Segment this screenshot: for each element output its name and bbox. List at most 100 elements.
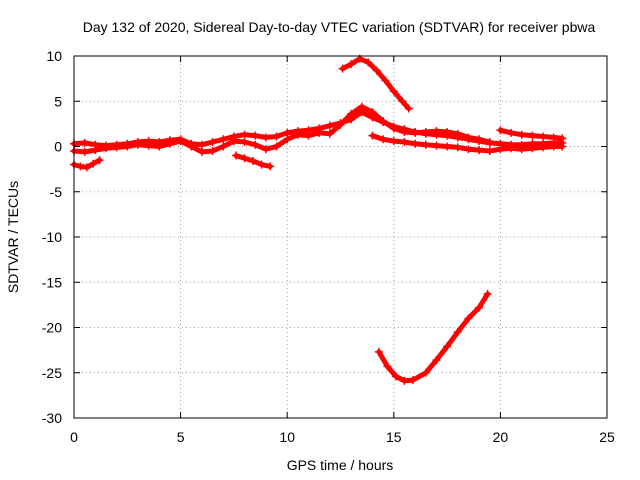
data-point	[283, 135, 292, 144]
data-point	[389, 87, 398, 96]
data-point	[421, 140, 430, 149]
data-point	[496, 126, 505, 135]
data-point	[368, 108, 377, 117]
data-series-layer	[70, 54, 567, 385]
x-tick-label: 0	[70, 429, 78, 445]
data-point	[197, 140, 206, 149]
data-point	[272, 142, 281, 151]
data-point	[240, 154, 249, 163]
data-point	[400, 137, 409, 146]
data-point	[101, 144, 110, 153]
data-point	[464, 314, 473, 323]
series-arc-5	[70, 156, 104, 172]
data-point	[528, 131, 537, 140]
data-point	[338, 64, 347, 73]
data-point	[89, 159, 98, 168]
series-arc-3	[338, 54, 413, 113]
data-point	[485, 147, 494, 156]
data-point	[266, 162, 275, 171]
y-tick-label: -10	[42, 229, 62, 245]
data-point	[155, 142, 164, 151]
data-point	[421, 128, 430, 137]
data-point	[272, 132, 281, 141]
y-tick-label: 10	[46, 48, 62, 64]
data-point	[304, 131, 313, 140]
data-point	[208, 147, 217, 156]
data-point	[357, 102, 366, 111]
data-point	[404, 104, 413, 113]
data-point	[389, 124, 398, 133]
data-point	[411, 128, 420, 137]
data-point	[432, 141, 441, 150]
data-point	[475, 303, 484, 312]
data-point	[232, 151, 241, 160]
x-tick-label: 10	[279, 429, 295, 445]
data-point	[507, 144, 516, 153]
x-tick-label: 5	[177, 429, 185, 445]
data-point	[249, 156, 258, 165]
data-point	[558, 142, 567, 151]
data-point	[443, 142, 452, 151]
data-point	[336, 120, 345, 129]
data-point	[257, 160, 266, 169]
y-tick-label: -30	[42, 410, 62, 426]
data-point	[549, 133, 558, 142]
data-point	[453, 143, 462, 152]
x-tick-label: 20	[493, 429, 509, 445]
x-tick-label: 25	[599, 429, 615, 445]
data-point	[208, 137, 217, 146]
data-point	[133, 140, 142, 149]
data-point	[240, 130, 249, 139]
data-point	[293, 130, 302, 139]
data-point	[421, 368, 430, 377]
data-point	[80, 138, 89, 147]
data-point	[517, 145, 526, 154]
series-arc-4	[374, 290, 492, 385]
data-point	[400, 128, 409, 137]
data-point	[391, 372, 400, 381]
data-point	[197, 147, 206, 156]
data-point	[123, 142, 132, 151]
data-point	[485, 137, 494, 146]
y-tick-label: -20	[42, 320, 62, 336]
data-point	[398, 97, 407, 106]
data-point	[374, 347, 383, 356]
data-point	[389, 137, 398, 146]
data-point	[549, 142, 558, 151]
data-point	[165, 139, 174, 148]
data-point	[464, 145, 473, 154]
data-point	[381, 76, 390, 85]
y-tick-label: -15	[42, 274, 62, 290]
data-point	[229, 137, 238, 146]
data-point	[240, 137, 249, 146]
y-tick-label: -5	[50, 184, 63, 200]
series-arc-7	[496, 126, 567, 143]
data-point	[261, 145, 270, 154]
data-point	[219, 142, 228, 151]
data-point	[364, 58, 373, 67]
series-line	[376, 291, 491, 384]
data-point	[80, 147, 89, 156]
data-point	[347, 109, 356, 118]
data-point	[251, 140, 260, 149]
data-point	[443, 342, 452, 351]
data-point	[251, 131, 260, 140]
data-point	[315, 128, 324, 137]
data-point	[443, 128, 452, 137]
data-point	[325, 129, 334, 138]
data-point	[112, 143, 121, 152]
data-point	[379, 117, 388, 126]
data-point	[347, 60, 356, 69]
data-point	[539, 132, 548, 141]
data-point	[453, 328, 462, 337]
data-point	[483, 290, 492, 299]
data-point	[528, 144, 537, 153]
data-point	[383, 362, 392, 371]
data-point	[453, 129, 462, 138]
series-arc-6	[232, 151, 275, 171]
data-point	[507, 128, 516, 137]
data-point	[400, 376, 409, 385]
data-point	[432, 127, 441, 136]
